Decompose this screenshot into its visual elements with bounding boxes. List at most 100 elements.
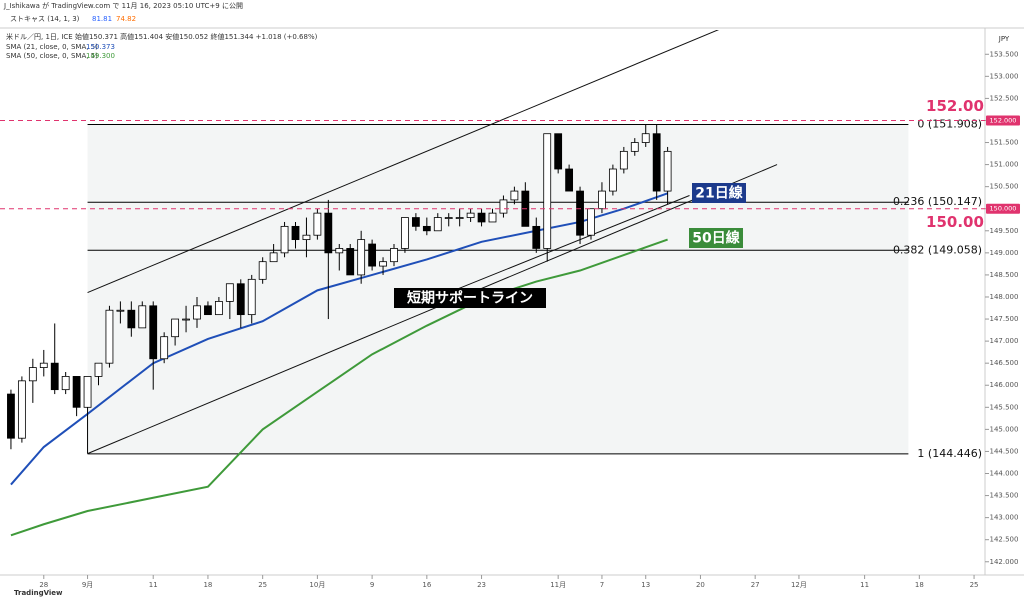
candle-body xyxy=(587,208,595,236)
sma-line xyxy=(10,238,668,537)
candle-body xyxy=(149,305,158,360)
brand: TradingView xyxy=(14,589,63,597)
candle-body xyxy=(554,133,563,170)
candle-body xyxy=(7,393,15,439)
indicator-value: 74.82 xyxy=(116,15,136,23)
publisher: J_Ishikawa が TradingView.com で 11月 16, 2… xyxy=(3,1,243,10)
legend-value: 149.300 xyxy=(86,52,115,60)
candle-body xyxy=(401,217,409,249)
candle-body xyxy=(313,212,322,236)
candle-body xyxy=(61,376,70,391)
level-label: 150.00 xyxy=(926,213,984,231)
candle-body xyxy=(390,248,398,263)
candle-body xyxy=(510,190,519,201)
level-tag-label: 152.000 xyxy=(990,116,1017,124)
annotation-box xyxy=(692,183,746,203)
y-tick-label: 153.500 xyxy=(990,50,1019,58)
annotation-box xyxy=(394,288,546,308)
candle-body xyxy=(598,190,606,210)
x-tick-label: 11 xyxy=(149,581,158,589)
candle-body xyxy=(608,168,617,192)
candle-body xyxy=(269,252,278,263)
x-tick-label: 9月 xyxy=(82,581,93,589)
candle-body xyxy=(652,133,661,192)
candle-body xyxy=(171,318,180,338)
x-tick-label: 16 xyxy=(422,581,431,589)
candle-body xyxy=(335,248,344,254)
legend-entry: SMA (21, close, 0, SMA, 5) xyxy=(6,43,98,51)
y-tick-label: 145.500 xyxy=(990,403,1019,411)
candle-body xyxy=(466,212,475,218)
x-tick-label: 25 xyxy=(970,581,979,589)
indicator-value: 81.81 xyxy=(92,15,112,23)
y-tick-label: 151.500 xyxy=(990,139,1019,147)
y-tick-label: 149.000 xyxy=(990,249,1019,257)
candle-body xyxy=(630,142,639,152)
fib-label: 0.236 (150.147) xyxy=(893,195,982,208)
level-tag xyxy=(986,203,1020,214)
legend-value: 150.373 xyxy=(86,43,115,51)
annotation-text: 21日線 xyxy=(695,185,742,202)
y-tick-label: 145.000 xyxy=(990,425,1019,433)
y-tick-label: 148.500 xyxy=(990,271,1019,279)
candle-body xyxy=(565,168,574,192)
fib-label: 1 (144.446) xyxy=(917,447,982,460)
y-tick-label: 143.000 xyxy=(990,514,1019,522)
x-tick-label: 12月 xyxy=(791,581,807,589)
candle-body xyxy=(28,367,37,382)
candle-body xyxy=(302,234,311,241)
legend-entry: SMA (50, close, 0, SMA, 5) xyxy=(6,52,98,60)
candle-body xyxy=(236,283,245,316)
x-tick-label: 25 xyxy=(258,581,267,589)
fib-label: 0 (151.908) xyxy=(917,118,982,131)
candle-body xyxy=(105,309,114,364)
x-tick-label: 7 xyxy=(600,581,604,589)
x-tick-label: 10月 xyxy=(309,581,325,589)
y-tick-label: 147.500 xyxy=(990,315,1019,323)
trend-line xyxy=(87,164,778,455)
candle-body xyxy=(50,362,59,391)
trend-line xyxy=(87,30,720,294)
y-tick-label: 150.500 xyxy=(990,183,1019,191)
y-tick-label: 151.000 xyxy=(990,161,1019,169)
y-tick-label: 149.500 xyxy=(990,227,1019,235)
plot xyxy=(7,30,909,537)
y-tick-label: 144.500 xyxy=(990,447,1019,455)
x-tick-label: 9 xyxy=(370,581,374,589)
candle-body xyxy=(116,309,125,312)
candle-body xyxy=(641,133,650,143)
candle-body xyxy=(291,225,300,241)
candle-body xyxy=(258,261,267,280)
candle-body xyxy=(182,318,190,321)
candle-body xyxy=(17,380,26,439)
sma-line xyxy=(10,192,668,486)
candle-body xyxy=(39,362,48,368)
symbol-info: 米ドル／円, 1日, ICE 始値150.371 高値151.404 安値150… xyxy=(6,32,318,41)
y-tick-label: 148.000 xyxy=(990,293,1019,301)
candle-body xyxy=(357,239,366,276)
x-tick-label: 11月 xyxy=(550,581,566,589)
candle-body xyxy=(619,150,628,170)
y-tick-label: 144.000 xyxy=(990,470,1019,478)
candle-body xyxy=(499,199,508,214)
candle-body xyxy=(663,150,672,192)
candle-body xyxy=(225,283,234,302)
candle-body xyxy=(576,190,584,236)
level-tag-label: 150.000 xyxy=(990,205,1017,213)
candle-body xyxy=(280,225,289,254)
x-tick-label: 27 xyxy=(751,581,760,589)
x-tick-label: 28 xyxy=(39,581,48,589)
candle-body xyxy=(160,336,169,360)
annotation-text: 短期サポートライン xyxy=(407,290,533,307)
candle-body xyxy=(72,376,81,408)
candle-body xyxy=(138,305,147,329)
fib-label: 0.382 (149.058) xyxy=(893,243,982,256)
candle-body xyxy=(324,212,333,254)
candle-body xyxy=(411,217,420,227)
x-tick-label: 18 xyxy=(915,581,924,589)
candle-body xyxy=(532,225,541,249)
candle-body xyxy=(83,376,92,408)
y-tick-label: 153.000 xyxy=(990,72,1019,80)
annotation-text: 50日線 xyxy=(692,230,739,247)
y-tick-label: 146.000 xyxy=(990,381,1019,389)
